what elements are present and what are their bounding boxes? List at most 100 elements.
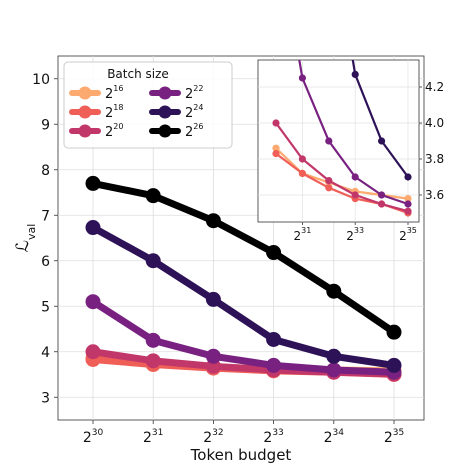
data-point — [145, 253, 161, 269]
y-axis-title: ℒval — [13, 224, 38, 253]
main-y-tick-label: 10 — [32, 72, 50, 88]
inset-data-point — [272, 144, 280, 152]
data-point — [145, 353, 161, 369]
main-x-tick-label-base: 2 — [203, 430, 212, 446]
legend-label-base: 2 — [105, 87, 113, 102]
legend-label-base: 2 — [185, 106, 193, 121]
inset-series-line — [351, 60, 409, 178]
legend-swatch-marker — [158, 105, 172, 119]
main-y-tick-label: 9 — [41, 117, 50, 133]
main-x-tick-label-base: 2 — [83, 430, 92, 446]
main-x-ticks: 230 231 232 233 234 235 — [83, 420, 404, 446]
main-x-tick-label-base: 2 — [143, 430, 152, 446]
legend-label: 216 — [105, 84, 123, 102]
inset-y-ticks: 3.6 3.8 4.0 4.2 — [419, 80, 444, 202]
legend-item-26: 226 — [149, 122, 203, 140]
legend-title: Batch size — [107, 67, 169, 81]
inset-data-point — [298, 155, 306, 163]
main-x-tick-label-exp: 33 — [272, 428, 283, 438]
inset-x-tick-label: 235 — [399, 226, 417, 243]
main-y-tick-label: 3 — [41, 390, 50, 406]
legend-label-exp: 22 — [193, 84, 203, 93]
legend-item-24: 224 — [149, 103, 203, 121]
inset-data-point — [378, 200, 386, 208]
legend-label: 218 — [105, 103, 123, 121]
main-x-tick-label: 230 — [83, 428, 104, 446]
legend-label: 220 — [105, 122, 123, 140]
data-point — [326, 362, 342, 378]
series-line — [89, 179, 398, 336]
inset-x-ticks: 231 233 235 — [293, 222, 417, 243]
inset-data-point — [378, 191, 386, 199]
main-x-tick-label-exp: 35 — [393, 428, 404, 438]
inset-data-point — [325, 184, 333, 192]
inset-data-point — [351, 191, 359, 199]
inset-x-tick-label-base: 2 — [399, 229, 407, 243]
legend-swatch-marker — [78, 105, 92, 119]
inset-data-point — [298, 169, 306, 177]
main-x-tick-label: 235 — [384, 428, 404, 446]
inset-x-tick-label: 231 — [293, 226, 311, 243]
inset-y-tick-label: 4.2 — [425, 80, 444, 94]
legend-label: 222 — [185, 84, 203, 102]
legend-label-exp: 26 — [193, 122, 203, 131]
series-24 — [85, 220, 402, 373]
legend-swatch-marker — [158, 86, 172, 100]
data-point — [386, 324, 402, 340]
legend-item-16: 216 — [69, 84, 123, 102]
inset-data-point — [325, 177, 333, 185]
main-y-ticks: 3 4 5 6 7 8 9 10 — [32, 72, 58, 406]
inset-data-point — [404, 200, 412, 208]
data-point — [145, 332, 161, 348]
legend-label-base: 2 — [105, 125, 113, 140]
y-axis-title-sub: val — [25, 224, 38, 240]
inset-series-line — [276, 0, 408, 46]
legend-label-exp: 18 — [113, 103, 123, 112]
inset-series — [272, 0, 412, 217]
inset-x-tick-label-exp: 33 — [354, 226, 364, 235]
main-x-tick-label-exp: 34 — [333, 428, 345, 438]
main-x-tick-label: 234 — [324, 428, 345, 446]
inset-data-point — [378, 137, 386, 145]
inset-series-line — [298, 60, 409, 206]
data-point — [85, 220, 101, 236]
inset-y-tick-label: 3.6 — [425, 188, 444, 202]
inset-y-tick-label: 4.0 — [425, 116, 444, 130]
main-x-tick-label: 233 — [263, 428, 283, 446]
inset-x-tick-label-exp: 31 — [301, 226, 311, 235]
data-point — [386, 357, 402, 373]
data-point — [205, 213, 221, 229]
inset-data-point — [325, 137, 333, 145]
inset-series-20 — [272, 119, 412, 215]
legend-item-20: 220 — [69, 122, 123, 140]
main-y-tick-label: 8 — [41, 163, 50, 179]
legend-label-base: 2 — [105, 106, 113, 121]
data-point — [326, 283, 342, 299]
main-x-tick-label-base: 2 — [384, 430, 393, 446]
main-y-tick-label: 5 — [41, 299, 50, 315]
legend-swatch-marker — [158, 124, 172, 138]
legend-label-exp: 24 — [193, 103, 203, 112]
legend-item-22: 222 — [149, 84, 203, 102]
y-axis-title-main: ℒ — [13, 240, 33, 252]
main-x-tick-label-base: 2 — [324, 430, 333, 446]
inset-y-tick-label: 3.8 — [425, 152, 444, 166]
series-line — [89, 224, 398, 369]
legend-item-18: 218 — [69, 103, 123, 121]
inset-data-point — [272, 150, 280, 158]
data-point — [85, 294, 101, 310]
data-point — [266, 245, 282, 261]
data-point — [205, 348, 221, 364]
inset-data-point — [404, 195, 412, 203]
main-x-tick-label-base: 2 — [263, 430, 272, 446]
inset-grid — [258, 60, 419, 222]
inset-x-tick-label-base: 2 — [346, 229, 354, 243]
main-x-tick-label-exp: 32 — [212, 428, 223, 438]
data-point — [266, 331, 282, 347]
main-x-tick-label-exp: 31 — [152, 428, 163, 438]
legend-label: 224 — [185, 103, 203, 121]
main-y-tick-label: 7 — [41, 208, 50, 224]
inset-series-24 — [351, 60, 412, 181]
